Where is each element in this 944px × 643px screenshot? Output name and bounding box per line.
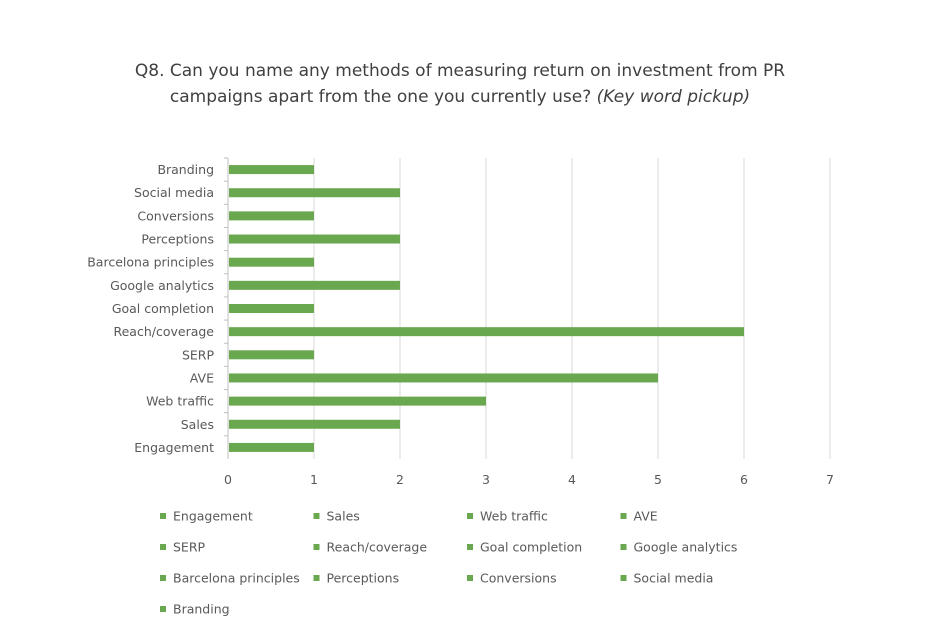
y-tick-label: Google analytics <box>110 278 214 293</box>
legend-marker <box>620 513 627 519</box>
legend-marker <box>467 513 473 519</box>
y-tick-label: Branding <box>157 162 214 177</box>
legend-marker <box>313 544 320 550</box>
bar-conversions <box>229 211 314 221</box>
bar-reach-coverage <box>229 327 744 337</box>
legend-entry: Google analytics <box>634 540 738 555</box>
y-tick-label: Engagement <box>134 440 214 455</box>
legend-entry: Barcelona principles <box>173 571 300 586</box>
y-tick-label: Goal completion <box>112 301 214 316</box>
legend-marker <box>160 513 166 519</box>
y-tick-label: Reach/coverage <box>113 324 214 339</box>
legend-marker <box>620 544 627 550</box>
x-tick-label: 7 <box>826 472 834 487</box>
legend-entry: Engagement <box>173 509 253 524</box>
legend-entry: Web traffic <box>480 509 548 524</box>
bar-engagement <box>229 442 314 452</box>
bar-perceptions <box>229 234 400 244</box>
y-tick-label: Sales <box>181 417 214 432</box>
x-tick-label: 5 <box>654 472 662 487</box>
chart-title-suffix: (Key word pickup) <box>596 87 751 107</box>
legend-marker <box>467 544 473 550</box>
y-tick-label: Social media <box>134 185 214 200</box>
bar-social-media <box>229 188 400 198</box>
x-tick-label: 1 <box>310 472 318 487</box>
legend-entry: Perceptions <box>327 571 400 586</box>
legend-marker <box>467 575 473 581</box>
legend-entry: Conversions <box>480 571 557 586</box>
legend-entry: Social media <box>634 571 714 586</box>
bar-serp <box>229 350 314 360</box>
legend-entry: Branding <box>173 602 230 617</box>
legend-marker <box>160 544 166 550</box>
chart-title-text: Q8. Can you name any methods of measurin… <box>134 61 786 107</box>
x-tick-label: 2 <box>396 472 404 487</box>
bar-google-analytics <box>229 280 400 290</box>
bar-ave <box>229 373 658 383</box>
y-tick-label: Barcelona principles <box>87 255 214 270</box>
legend-marker <box>620 575 627 581</box>
bar-web-traffic <box>229 396 486 406</box>
y-tick-label: AVE <box>190 370 214 385</box>
legend-marker <box>160 575 166 581</box>
x-tick-label: 4 <box>568 472 576 487</box>
legend-entry: SERP <box>173 540 206 555</box>
legend-marker <box>313 575 320 581</box>
y-tick-label: Conversions <box>137 208 214 223</box>
x-tick-label: 3 <box>482 472 490 487</box>
legend-entry: Goal completion <box>480 540 582 555</box>
bar-branding <box>229 165 314 175</box>
y-tick-label: Perceptions <box>141 232 214 247</box>
legend-entry: AVE <box>634 509 658 524</box>
chart-title: Q8. Can you name any methods of measurin… <box>110 58 810 110</box>
y-tick-label: Web traffic <box>146 394 214 409</box>
legend-entry: Reach/coverage <box>327 540 428 555</box>
bar-goal-completion <box>229 304 314 313</box>
bar-sales <box>229 419 400 429</box>
x-tick-label: 0 <box>224 472 232 487</box>
legend-entry: Sales <box>327 509 360 524</box>
legend-marker <box>313 513 320 519</box>
y-tick-label: SERP <box>182 347 215 362</box>
bar-barcelona-principles <box>229 257 314 267</box>
legend-marker <box>160 606 166 612</box>
x-tick-label: 6 <box>740 472 748 487</box>
